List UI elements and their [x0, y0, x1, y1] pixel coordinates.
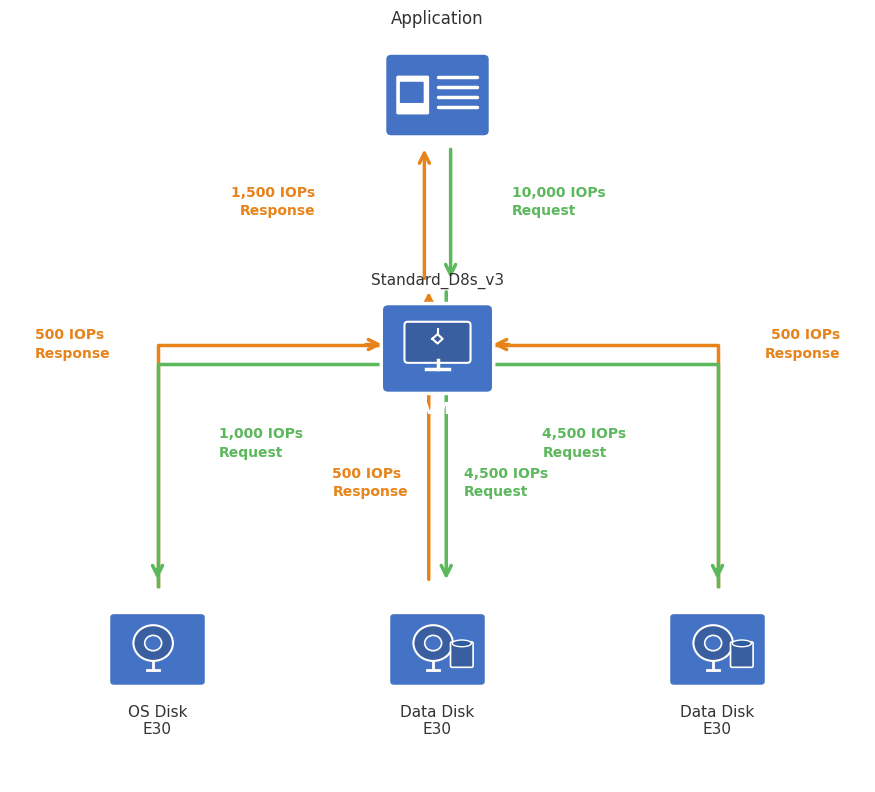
Text: Data Disk
E30: Data Disk E30: [681, 705, 754, 737]
Text: 1,500 IOPs
Response: 1,500 IOPs Response: [231, 186, 315, 218]
Text: 500 IOPs
Response: 500 IOPs Response: [35, 329, 110, 360]
FancyBboxPatch shape: [451, 642, 473, 668]
FancyBboxPatch shape: [400, 82, 424, 103]
FancyBboxPatch shape: [388, 613, 487, 686]
FancyBboxPatch shape: [668, 613, 766, 686]
Circle shape: [413, 625, 453, 661]
FancyBboxPatch shape: [108, 613, 206, 686]
Ellipse shape: [452, 640, 472, 647]
Text: OS Disk
E30: OS Disk E30: [128, 705, 187, 737]
Circle shape: [424, 635, 442, 651]
Text: 4,500 IOPs
Request: 4,500 IOPs Request: [542, 428, 626, 459]
Text: Data Disk
E30: Data Disk E30: [401, 705, 474, 737]
Circle shape: [704, 635, 722, 651]
Text: Standard_D8s_v3: Standard_D8s_v3: [371, 273, 504, 289]
Circle shape: [693, 625, 733, 661]
Ellipse shape: [732, 640, 752, 647]
Circle shape: [133, 625, 173, 661]
Text: Application: Application: [391, 10, 484, 28]
FancyBboxPatch shape: [382, 303, 493, 394]
Text: 10,000 IOPs
Request: 10,000 IOPs Request: [512, 186, 605, 218]
Text: 500 IOPs
Response: 500 IOPs Response: [332, 467, 408, 499]
FancyBboxPatch shape: [385, 53, 490, 137]
Text: 1,000 IOPs
Request: 1,000 IOPs Request: [219, 428, 303, 459]
FancyBboxPatch shape: [731, 642, 753, 668]
FancyBboxPatch shape: [396, 76, 429, 115]
FancyBboxPatch shape: [404, 322, 471, 363]
Text: 500 IOPs
Response: 500 IOPs Response: [765, 329, 840, 360]
Text: VM: VM: [424, 402, 451, 417]
Text: 4,500 IOPs
Request: 4,500 IOPs Request: [464, 467, 548, 499]
Circle shape: [144, 635, 162, 651]
